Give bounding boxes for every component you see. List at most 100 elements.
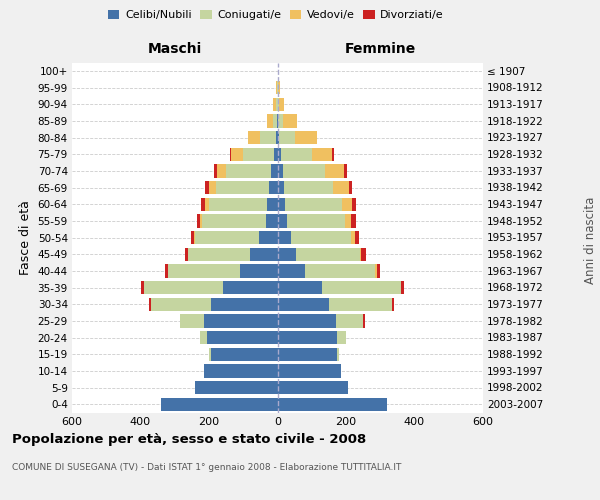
Bar	[223, 281, 278, 294]
Bar	[285, 198, 341, 211]
Bar	[269, 181, 278, 194]
Text: Femmine: Femmine	[344, 42, 416, 56]
Bar	[276, 131, 278, 144]
Bar	[277, 114, 278, 128]
Bar	[361, 248, 365, 261]
Bar	[180, 314, 204, 328]
Bar	[250, 248, 278, 261]
Bar	[283, 164, 325, 177]
Bar	[278, 314, 336, 328]
Bar	[278, 231, 291, 244]
Bar	[204, 314, 278, 328]
Bar	[279, 98, 284, 111]
Bar	[207, 331, 278, 344]
Bar	[349, 181, 352, 194]
Bar	[278, 381, 348, 394]
Bar	[273, 114, 277, 128]
Bar	[259, 231, 278, 244]
Bar	[248, 131, 260, 144]
Bar	[151, 298, 211, 311]
Bar	[341, 198, 352, 211]
Bar	[325, 164, 344, 177]
Bar	[217, 164, 226, 177]
Bar	[271, 164, 278, 177]
Bar	[211, 348, 278, 361]
Bar	[346, 214, 352, 228]
Bar	[283, 114, 297, 128]
Text: Anni di nascita: Anni di nascita	[584, 196, 597, 284]
Y-axis label: Fasce di età: Fasce di età	[19, 200, 32, 275]
Bar	[278, 164, 283, 177]
Bar	[276, 98, 278, 111]
Bar	[196, 381, 278, 394]
Bar	[274, 148, 278, 161]
Bar	[322, 281, 401, 294]
Bar	[141, 281, 144, 294]
Bar	[278, 131, 279, 144]
Bar	[191, 231, 194, 244]
Bar	[231, 148, 243, 161]
Bar	[194, 231, 196, 244]
Bar	[291, 231, 351, 244]
Bar	[278, 181, 284, 194]
Bar	[332, 148, 334, 161]
Bar	[401, 281, 404, 294]
Bar	[377, 264, 380, 278]
Bar	[202, 214, 266, 228]
Bar	[185, 248, 188, 261]
Bar	[337, 331, 346, 344]
Bar	[278, 364, 341, 378]
Bar	[226, 164, 271, 177]
Bar	[278, 114, 283, 128]
Bar	[392, 298, 394, 311]
Bar	[278, 148, 281, 161]
Bar	[260, 131, 276, 144]
Bar	[336, 314, 363, 328]
Bar	[363, 314, 365, 328]
Legend: Celibi/Nubili, Coniugati/e, Vedovi/e, Divorziati/e: Celibi/Nubili, Coniugati/e, Vedovi/e, Di…	[104, 6, 448, 25]
Bar	[312, 148, 332, 161]
Bar	[209, 348, 211, 361]
Bar	[278, 264, 305, 278]
Bar	[287, 214, 346, 228]
Bar	[216, 181, 269, 194]
Bar	[209, 198, 267, 211]
Bar	[375, 264, 377, 278]
Bar	[266, 114, 273, 128]
Bar	[243, 148, 274, 161]
Bar	[278, 248, 296, 261]
Bar	[188, 248, 250, 261]
Text: Maschi: Maschi	[148, 42, 202, 56]
Bar	[355, 231, 359, 244]
Bar	[240, 264, 278, 278]
Bar	[200, 214, 202, 228]
Bar	[337, 348, 339, 361]
Bar	[296, 248, 360, 261]
Text: Popolazione per età, sesso e stato civile - 2008: Popolazione per età, sesso e stato civil…	[12, 432, 366, 446]
Bar	[352, 214, 356, 228]
Bar	[200, 331, 207, 344]
Bar	[278, 331, 337, 344]
Bar	[329, 298, 392, 311]
Bar	[149, 298, 151, 311]
Text: COMUNE DI SUSEGANA (TV) - Dati ISTAT 1° gennaio 2008 - Elaborazione TUTTITALIA.I: COMUNE DI SUSEGANA (TV) - Dati ISTAT 1° …	[12, 462, 401, 471]
Bar	[278, 81, 280, 94]
Bar	[295, 131, 317, 144]
Bar	[352, 198, 356, 211]
Bar	[281, 148, 312, 161]
Bar	[277, 81, 278, 94]
Bar	[161, 398, 278, 411]
Bar	[278, 281, 322, 294]
Bar	[276, 81, 277, 94]
Bar	[279, 131, 295, 144]
Bar	[230, 148, 231, 161]
Bar	[278, 214, 287, 228]
Bar	[196, 231, 259, 244]
Bar	[205, 181, 209, 194]
Bar	[205, 198, 209, 211]
Bar	[351, 231, 355, 244]
Bar	[278, 398, 387, 411]
Bar	[344, 164, 347, 177]
Bar	[360, 248, 361, 261]
Bar	[278, 98, 279, 111]
